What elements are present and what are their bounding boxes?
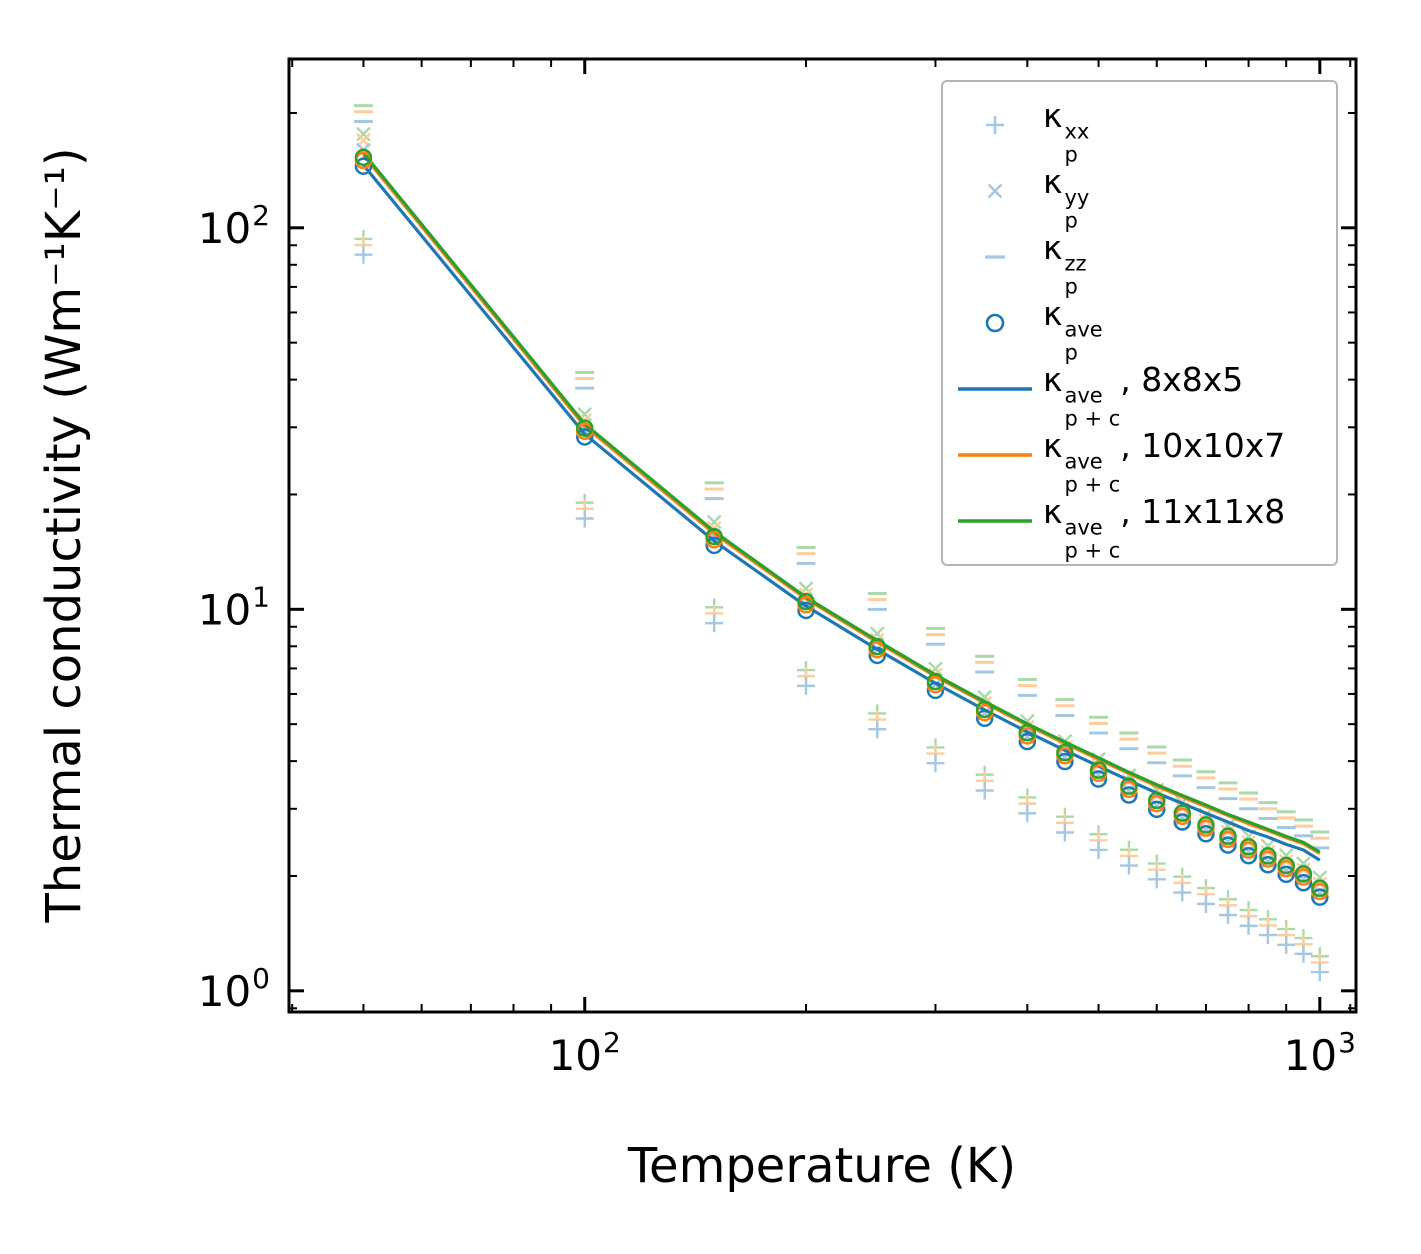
marker-xx (1258, 926, 1277, 945)
average-circles (354, 148, 1329, 906)
marker-ave (575, 419, 594, 437)
line-8x8x5 (362, 164, 1321, 862)
marker-xx (1196, 894, 1215, 913)
dash-icon (943, 239, 1043, 275)
marker-xx (1294, 944, 1313, 963)
marker-ave (1147, 800, 1166, 819)
marker-xx (1218, 906, 1237, 925)
marker-xx (1277, 935, 1296, 954)
marker-ave (868, 637, 887, 656)
marker-ave (1239, 846, 1258, 865)
marker-ave (1277, 865, 1295, 884)
marker-xx (1310, 963, 1329, 982)
axes: 102 103 100 101 102 (198, 57, 1358, 1080)
legend-label: κ ave p + c, 10x10x7 (1043, 426, 1286, 497)
marker-ave (975, 700, 994, 719)
x-axis-label: Temperature (K) (627, 1138, 1016, 1194)
marker-xx (1147, 870, 1166, 889)
marker-ave (705, 536, 723, 555)
marker-ave (1173, 813, 1192, 831)
marker-ave (1147, 791, 1166, 810)
legend-label: κ xx p (1043, 96, 1090, 167)
marker-ave (1018, 723, 1037, 742)
pc-lines (362, 152, 1321, 862)
marker-ave (354, 148, 373, 167)
legend-label: κ yy p (1043, 162, 1090, 233)
legend-item-ave--8x8x5: κ ave p + c, 8x8x5 (943, 356, 1336, 431)
marker-ave (1120, 777, 1138, 795)
legend-item-ave--11x11x8: κ ave p + c, 11x11x8 (943, 488, 1336, 563)
marker-xx (1055, 823, 1074, 842)
marker-ave (1259, 856, 1277, 874)
marker-xx (1239, 916, 1258, 935)
line-icon (943, 503, 1043, 539)
legend-item-zz: κ zz p (943, 224, 1336, 299)
plus-icon (943, 107, 1043, 143)
marker-ave (926, 681, 945, 700)
legend-item-ave--10x10x7: κ ave p + c, 10x10x7 (943, 422, 1336, 497)
marker-ave (797, 601, 815, 620)
y-tick-label: 100 (198, 962, 270, 1016)
legend-label: κ ave p + c, 11x11x8 (1043, 492, 1286, 563)
marker-ave (1294, 873, 1313, 892)
legend: κ xx p κ yy p κ zz p κ ave p κ ave p + c, 8x8x5 κ ave p +… (941, 80, 1338, 566)
x-tick-label: 102 (549, 1026, 621, 1080)
circle-icon (943, 305, 1043, 341)
marker-ave (926, 672, 945, 691)
marker-xx (575, 509, 594, 528)
marker-ave (1056, 752, 1074, 771)
marker-ave (1219, 836, 1237, 854)
marker-yy (356, 126, 371, 142)
marker-ave (1018, 732, 1037, 751)
line-icon (943, 437, 1043, 473)
marker-ave (797, 592, 815, 611)
marker-ave (1219, 827, 1237, 845)
marker-ave (975, 709, 994, 728)
legend-label: κ ave p + c, 8x8x5 (1043, 360, 1244, 431)
marker-ave (1294, 865, 1313, 883)
marker-xx (868, 720, 887, 739)
marker-ave (1056, 743, 1074, 762)
y-tick-label: 101 (198, 580, 270, 634)
marker-xx (1089, 840, 1108, 859)
legend-item-xx: κ xx p (943, 92, 1336, 167)
marker-xx (354, 245, 373, 264)
marker-xx (926, 754, 945, 773)
legend-label: κ ave p (1043, 294, 1103, 365)
marker-ave (1277, 856, 1295, 875)
y-axis-label: Thermal conductivity (Wm⁻¹K⁻¹) (36, 147, 92, 923)
marker-ave (1259, 847, 1277, 865)
x-icon (943, 173, 1043, 209)
line-icon (943, 371, 1043, 407)
marker-ave (1239, 838, 1258, 856)
marker-ave (1120, 786, 1138, 804)
marker-xx (975, 781, 994, 800)
legend-item-yy: κ yy p (943, 158, 1336, 233)
marker-ave (705, 527, 723, 546)
marker-ave (868, 646, 887, 665)
marker-ave (575, 428, 594, 446)
marker-xx (1018, 804, 1037, 823)
marker-ave (1089, 761, 1108, 779)
legend-label: κ zz p (1043, 228, 1087, 299)
marker-ave (1311, 888, 1329, 906)
marker-ave (1197, 816, 1215, 834)
legend-item-ave: κ ave p (943, 290, 1336, 365)
marker-ave (1089, 770, 1108, 788)
marker-ave (1173, 804, 1192, 822)
marker-xx (1119, 856, 1138, 875)
marker-xx (1173, 883, 1192, 902)
marker-ave (354, 157, 373, 175)
marker-xx (705, 614, 724, 633)
x-tick-label: 103 (1284, 1026, 1356, 1080)
marker-ave (1197, 825, 1215, 843)
line-11x11x8 (362, 152, 1321, 854)
marker-ave (1311, 879, 1329, 898)
plot-frame (287, 57, 1358, 1014)
y-tick-label: 102 (198, 199, 270, 253)
marker-xx (797, 676, 816, 695)
